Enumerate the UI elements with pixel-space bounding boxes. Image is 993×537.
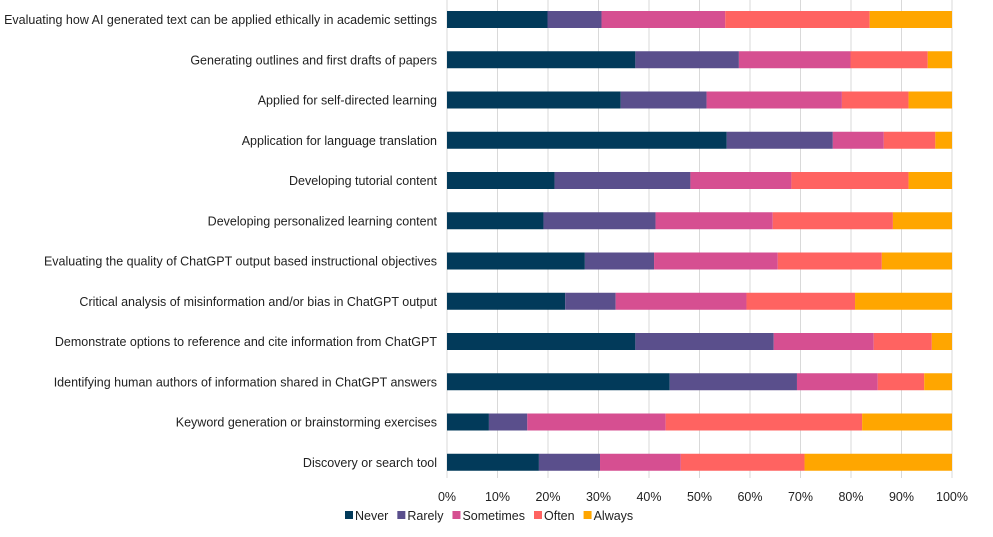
x-tick-label: 100% bbox=[936, 490, 968, 504]
bar-segment-never bbox=[447, 453, 539, 471]
bar-segment-often bbox=[772, 212, 893, 230]
bar-segment-sometimes bbox=[600, 453, 681, 471]
bar-segment-never bbox=[447, 292, 566, 310]
legend-label-sometimes: Sometimes bbox=[462, 509, 525, 523]
bar-segment-rarely bbox=[620, 91, 707, 109]
category-label: Keyword generation or brainstorming exer… bbox=[176, 416, 437, 430]
category-label: Discovery or search tool bbox=[303, 456, 437, 470]
x-tick-label: 60% bbox=[737, 490, 762, 504]
bar-segment-rarely bbox=[554, 172, 691, 189]
bar-segment-never bbox=[447, 252, 585, 270]
x-tick-label: 30% bbox=[586, 490, 611, 504]
bar-segment-always bbox=[862, 413, 952, 431]
category-label: Demonstrate options to reference and cit… bbox=[55, 335, 437, 349]
bar-segment-sometimes bbox=[690, 172, 792, 189]
bar-segment-rarely bbox=[565, 292, 616, 310]
bar-segment-always bbox=[927, 51, 952, 69]
category-label: Evaluating how AI generated text can be … bbox=[4, 13, 437, 27]
x-tick-label: 10% bbox=[485, 490, 510, 504]
bar-segment-rarely bbox=[635, 51, 739, 69]
category-label: Critical analysis of misinformation and/… bbox=[79, 295, 437, 309]
x-tick-label: 40% bbox=[636, 490, 661, 504]
bar-segment-often bbox=[680, 453, 805, 471]
legend-swatch-often bbox=[534, 511, 542, 519]
category-label: Developing personalized learning content bbox=[208, 214, 438, 228]
bar-segment-always bbox=[881, 252, 952, 270]
legend-swatch-rarely bbox=[397, 511, 406, 519]
category-label: Application for language translation bbox=[242, 134, 437, 148]
bar-segment-sometimes bbox=[773, 333, 874, 350]
bar-segment-often bbox=[877, 373, 925, 391]
bar-segment-often bbox=[746, 292, 856, 310]
bar-segment-always bbox=[908, 91, 952, 109]
bar-segment-rarely bbox=[726, 131, 833, 149]
x-tick-label: 20% bbox=[535, 490, 560, 504]
bar-segment-often bbox=[850, 51, 928, 69]
bar-segment-always bbox=[869, 11, 952, 28]
legend-label-rarely: Rarely bbox=[407, 509, 444, 523]
bar-segment-often bbox=[841, 91, 909, 109]
bar-segment-sometimes bbox=[832, 131, 884, 149]
bar-segment-never bbox=[447, 51, 636, 69]
x-tick-label: 90% bbox=[889, 490, 914, 504]
bar-segment-sometimes bbox=[706, 91, 842, 109]
bar-segment-rarely bbox=[669, 373, 797, 391]
legend-label-never: Never bbox=[355, 509, 388, 523]
bar-segment-never bbox=[447, 212, 544, 230]
bar-segment-rarely bbox=[538, 453, 601, 471]
category-label: Developing tutorial content bbox=[289, 174, 438, 188]
bar-segment-always bbox=[855, 292, 952, 310]
bar-segment-sometimes bbox=[527, 413, 666, 431]
category-label: Generating outlines and first drafts of … bbox=[190, 53, 437, 67]
x-tick-label: 0% bbox=[438, 490, 456, 504]
bar-segment-often bbox=[725, 11, 870, 28]
bar-segment-often bbox=[777, 252, 882, 270]
x-tick-label: 70% bbox=[788, 490, 813, 504]
bar-segment-sometimes bbox=[615, 292, 747, 310]
bar-segment-rarely bbox=[584, 252, 655, 270]
bar-segment-never bbox=[447, 333, 636, 350]
x-tick-label: 80% bbox=[838, 490, 863, 504]
bar-segment-often bbox=[873, 333, 932, 350]
legend-swatch-sometimes bbox=[452, 511, 461, 519]
legend-swatch-always bbox=[583, 511, 592, 519]
bar-segment-rarely bbox=[543, 212, 656, 230]
category-label: Evaluating the quality of ChatGPT output… bbox=[44, 255, 437, 269]
bar-segment-sometimes bbox=[738, 51, 851, 69]
bar-segment-sometimes bbox=[654, 252, 778, 270]
bar-segment-always bbox=[908, 172, 952, 189]
bar-segment-never bbox=[447, 131, 727, 149]
bar-segment-sometimes bbox=[601, 11, 726, 28]
bar-segment-always bbox=[924, 373, 952, 391]
legend-label-always: Always bbox=[594, 509, 634, 523]
legend-swatch-never bbox=[345, 511, 353, 519]
bar-segment-sometimes bbox=[796, 373, 878, 391]
bar-segment-rarely bbox=[547, 11, 602, 28]
bar-segment-rarely bbox=[488, 413, 528, 431]
bar-segment-always bbox=[892, 212, 952, 230]
bar-segment-never bbox=[447, 413, 489, 431]
bar-segment-never bbox=[447, 11, 548, 28]
bar-segment-always bbox=[935, 131, 952, 149]
bar-segment-always bbox=[931, 333, 952, 350]
bar-segment-never bbox=[447, 172, 555, 189]
bar-segment-often bbox=[665, 413, 863, 431]
bar-segment-always bbox=[804, 453, 952, 471]
category-label: Applied for self-directed learning bbox=[258, 94, 437, 108]
x-tick-label: 50% bbox=[687, 490, 712, 504]
category-label: Identifying human authors of information… bbox=[54, 375, 437, 389]
bar-segment-rarely bbox=[635, 333, 774, 350]
bar-segment-sometimes bbox=[655, 212, 773, 230]
legend-label-often: Often bbox=[544, 509, 575, 523]
bar-segment-never bbox=[447, 373, 670, 391]
bar-segment-never bbox=[447, 91, 621, 109]
bar-segment-often bbox=[791, 172, 909, 189]
bar-segment-often bbox=[883, 131, 936, 149]
